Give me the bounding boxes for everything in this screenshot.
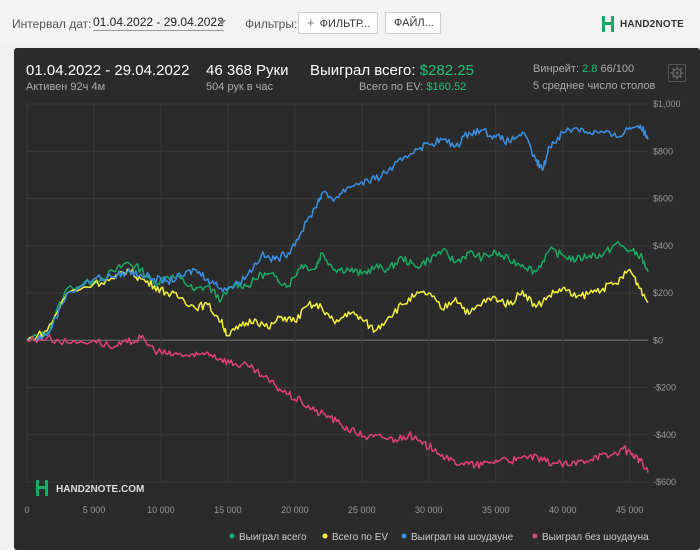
series-line [26,240,649,341]
x-tick-label: 35 000 [482,505,510,515]
watermark-logo-icon [36,480,48,496]
y-axis-labels: $1,000 $800 $600 $400 $200 $0 -$200 -$400 -$600 [653,99,681,487]
avg-tables: 5 среднее число столов [533,80,656,92]
ev-value: $160.52 [426,81,467,93]
watermark-logo: HAND2NOTE.COM [36,480,144,496]
y-tick-label: -$600 [653,477,676,487]
x-tick-label: 45 000 [616,505,644,515]
x-tick-label: 20 000 [281,505,309,515]
y-tick-label: $0 [653,335,663,345]
logo-text: HAND2NOTE [620,18,685,30]
plus-icon: + [307,15,315,30]
y-tick-label: -$400 [653,430,676,440]
y-tick-label: $1,000 [653,99,681,109]
ev-total: Всего по EV: $160.52 [359,81,466,93]
brand-logo: HAND2NOTE [600,14,684,34]
won-total-label: Выиграл всего: [310,62,416,79]
legend-marker [532,533,538,539]
x-tick-label: 0 [24,505,29,515]
x-tick-label: 40 000 [549,505,577,515]
winrate: Винрейт: 2.8 66/100 [533,63,634,75]
won-total: Выиграл всего: $282.25 [310,62,474,79]
y-tick-label: $400 [653,241,673,251]
date-interval-select[interactable]: 01.04.2022 - 29.04.2022 [93,15,224,31]
y-tick-label: -$200 [653,383,676,393]
top-toolbar: Интервал дат: 01.04.2022 - 29.04.2022 Фи… [0,0,700,46]
watermark-text: HAND2NOTE.COM [56,484,144,495]
ev-label: Всего по EV: [359,81,424,93]
x-tick-label: 10 000 [147,505,175,515]
series-line [26,124,649,342]
legend-marker [401,533,407,539]
chevron-down-icon[interactable] [218,20,226,25]
hands-per-hour: 504 рук в час [206,81,274,93]
gear-icon [670,66,684,80]
chart-grid [26,103,648,483]
filters-button-label: ФИЛЬТР... [319,18,371,30]
legend-label: Выиграл на шоудауне [411,532,514,543]
y-tick-label: $600 [653,194,673,204]
settings-button[interactable] [668,64,686,82]
files-button[interactable]: ФАЙЛ... [385,12,441,34]
y-tick-label: $200 [653,288,673,298]
legend-label: Выиграл без шоудауна [542,531,649,543]
legend-label: Выиграл всего [239,532,307,543]
winrate-value: 2.8 [582,63,598,75]
y-tick-label: $800 [653,146,673,156]
winrate-suffix: 66/100 [600,63,635,75]
filters-label: Фильтры: [245,17,298,31]
x-tick-label: 30 000 [415,505,443,515]
period-text: 01.04.2022 - 29.04.2022 [26,62,190,79]
winrate-label: Винрейт: [533,63,580,75]
x-axis-labels: 0 5 000 10 000 15 000 20 000 25 000 30 000 35 0… [24,505,643,515]
files-button-label: ФАЙЛ... [394,17,434,29]
x-tick-label: 5 000 [83,505,106,515]
filters-button[interactable]: + ФИЛЬТР... [298,12,378,34]
date-interval-label: Интервал дат: [12,17,92,31]
chart-legend: Выиграл всего Всего по EV Выиграл на шоуда… [229,531,649,543]
legend-marker [322,533,328,539]
hand2note-logo-icon [602,16,614,32]
legend-label: Всего по EV [332,532,388,543]
won-total-value: $282.25 [419,62,474,79]
series-lines [26,124,649,473]
x-tick-label: 25 000 [348,505,376,515]
series-line [26,268,649,342]
legend-marker [229,533,235,539]
series-line [26,334,649,473]
active-time: Активен 92ч 4м [26,81,106,93]
hands-count: 46 368 Руки [206,62,289,79]
x-tick-label: 15 000 [214,505,242,515]
